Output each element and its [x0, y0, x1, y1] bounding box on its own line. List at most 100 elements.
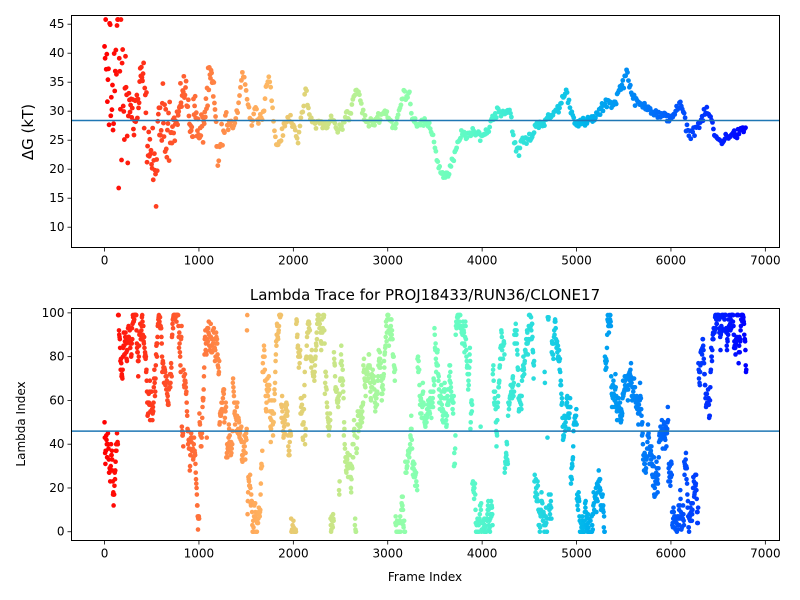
lambda-point: [197, 422, 203, 427]
lambda-point: [243, 450, 248, 456]
lambda-point: [109, 452, 114, 458]
delta-g-x-ticks: 0 1000 2000 3000 4000 5000 6000 7000: [101, 247, 781, 268]
lambda-point: [338, 343, 344, 349]
delta-g-point: [165, 121, 171, 126]
delta-g-point: [192, 103, 197, 109]
lambda-point: [553, 325, 558, 331]
x-tick-label: 4000: [467, 547, 498, 561]
lambda-point: [150, 404, 156, 410]
lambda-point: [652, 485, 658, 491]
delta-g-point: [294, 135, 300, 141]
lambda-point: [221, 391, 227, 397]
lambda-point: [741, 332, 747, 338]
lambda-point: [157, 314, 163, 320]
delta-g-point: [114, 71, 119, 77]
lambda-point: [144, 367, 149, 373]
lambda-point: [302, 382, 307, 388]
lambda-point: [371, 380, 377, 386]
lambda-point: [205, 325, 211, 331]
lambda-point: [617, 400, 623, 405]
lambda-point: [546, 314, 551, 320]
delta-g-point: [407, 101, 413, 107]
lambda-point: [431, 378, 437, 384]
lambda-point: [671, 505, 676, 510]
lambda-point: [293, 529, 299, 535]
lambda-point: [374, 402, 380, 408]
lambda-point: [193, 470, 199, 475]
delta-g-point: [166, 158, 172, 163]
lambda-point: [640, 420, 645, 425]
lambda-point: [629, 380, 634, 386]
lambda-point: [244, 312, 250, 318]
lambda-point: [638, 395, 644, 401]
delta-g-point: [119, 157, 124, 163]
delta-g-point: [108, 94, 114, 100]
lambda-point: [135, 374, 141, 379]
lambda-point: [184, 389, 189, 394]
lambda-point: [360, 400, 366, 405]
delta-g-point: [524, 141, 529, 147]
lambda-point: [114, 430, 120, 436]
lambda-point: [601, 514, 607, 519]
lambda-point: [489, 511, 495, 517]
lambda-point: [382, 365, 387, 370]
lambda-point: [199, 430, 205, 436]
delta-g-point: [211, 80, 217, 85]
lambda-point: [684, 476, 689, 482]
lambda-point: [306, 321, 312, 327]
lambda-point: [574, 422, 579, 427]
delta-g-point: [282, 123, 288, 129]
lambda-point: [409, 446, 415, 451]
delta-g-point: [134, 115, 140, 121]
lambda-point: [709, 358, 715, 364]
lambda-point: [463, 319, 468, 324]
lambda-point: [625, 398, 631, 403]
lambda-point: [596, 468, 602, 473]
lambda-point: [141, 341, 147, 346]
lambda-point: [601, 509, 606, 515]
lambda-point: [323, 374, 329, 379]
lambda-point: [733, 352, 738, 357]
lambda-point: [579, 514, 585, 519]
lambda-point: [702, 371, 707, 377]
delta-g-point: [451, 158, 457, 164]
lambda-point: [109, 448, 115, 454]
lambda-point: [103, 461, 108, 467]
delta-g-point: [202, 114, 208, 120]
delta-g-point: [437, 164, 443, 169]
lambda-point: [495, 393, 501, 399]
delta-g-point: [564, 90, 570, 95]
delta-g-point: [593, 115, 598, 121]
lambda-point: [429, 415, 434, 421]
lambda-point: [117, 336, 123, 342]
delta-g-point: [119, 60, 125, 66]
lambda-point: [466, 371, 472, 377]
lambda-point: [556, 347, 562, 353]
lambda-point: [406, 455, 412, 460]
lambda-point: [500, 356, 506, 362]
lambda-point: [469, 402, 475, 408]
lambda-point: [115, 441, 121, 447]
lambda-point: [535, 483, 541, 489]
lambda-point: [492, 395, 498, 401]
delta-g-point: [153, 203, 159, 209]
lambda-point: [357, 424, 363, 429]
lambda-point: [331, 518, 336, 524]
lambda-point: [158, 325, 164, 331]
lambda-point: [697, 369, 703, 375]
lambda-point: [730, 319, 736, 324]
lambda-point: [695, 505, 701, 510]
y-tick-label: 60: [49, 393, 64, 407]
delta-g-point: [158, 128, 164, 133]
lambda-point: [732, 345, 738, 351]
lambda-point: [640, 441, 646, 447]
lambda-point: [247, 472, 253, 478]
lambda-point: [153, 363, 159, 368]
lambda-point: [251, 525, 256, 530]
lambda-point: [614, 417, 620, 423]
lambda-point: [259, 463, 265, 469]
lambda-point: [583, 498, 588, 504]
delta-g-point: [127, 109, 133, 115]
lambda-point: [155, 334, 160, 340]
delta-g-point: [392, 125, 398, 131]
